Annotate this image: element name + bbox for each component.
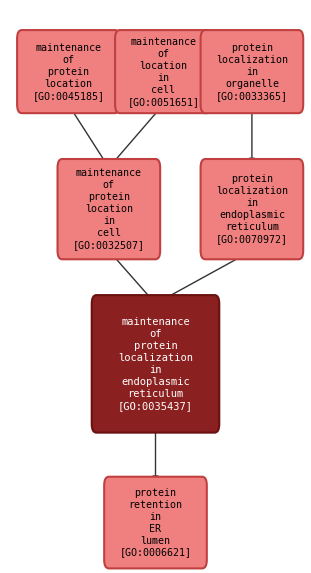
Text: maintenance
of
location
in
cell
[GO:0051651]: maintenance of location in cell [GO:0051… [127,37,199,107]
FancyBboxPatch shape [115,30,211,113]
Text: maintenance
of
protein
location
[GO:0045185]: maintenance of protein location [GO:0045… [32,42,104,101]
FancyBboxPatch shape [201,159,303,259]
FancyBboxPatch shape [58,159,160,259]
Text: maintenance
of
protein
localization
in
endoplasmic
reticulum
[GO:0035437]: maintenance of protein localization in e… [118,317,193,411]
FancyBboxPatch shape [17,30,120,113]
Text: protein
retention
in
ER
lumen
[GO:0006621]: protein retention in ER lumen [GO:000662… [119,488,192,558]
FancyBboxPatch shape [92,295,219,433]
Text: maintenance
of
protein
location
in
cell
[GO:0032507]: maintenance of protein location in cell … [73,168,145,250]
FancyBboxPatch shape [201,30,303,113]
Text: protein
localization
in
endoplasmic
reticulum
[GO:0070972]: protein localization in endoplasmic reti… [216,174,288,244]
Text: protein
localization
in
organelle
[GO:0033365]: protein localization in organelle [GO:00… [216,42,288,101]
FancyBboxPatch shape [104,477,207,568]
